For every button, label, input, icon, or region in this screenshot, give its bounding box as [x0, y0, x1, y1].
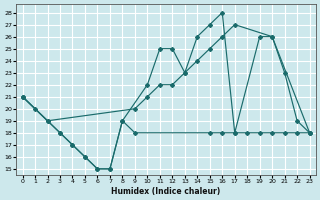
X-axis label: Humidex (Indice chaleur): Humidex (Indice chaleur) [111, 187, 221, 196]
